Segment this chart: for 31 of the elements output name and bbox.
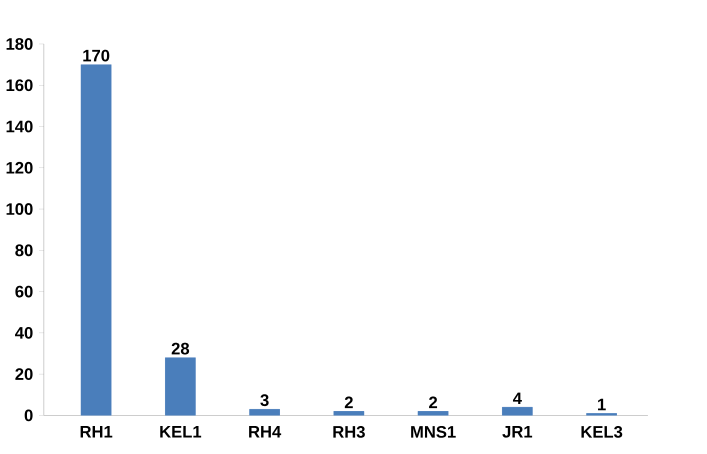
bar: [165, 357, 196, 416]
bar: [80, 64, 112, 416]
y-tick-label: 100: [6, 202, 33, 215]
data-label: 2: [429, 396, 438, 408]
data-label: 170: [83, 49, 110, 62]
data-label: 4: [512, 392, 522, 404]
y-tick-label: 0: [24, 409, 33, 422]
data-label: 28: [172, 342, 190, 354]
bar: [249, 408, 280, 416]
x-tick-label: MNS1: [411, 426, 456, 438]
x-tick-label: RH4: [249, 426, 282, 438]
data-label: 2: [344, 396, 353, 408]
y-tick-label: 40: [15, 326, 33, 339]
y-tick-label: 60: [15, 285, 33, 298]
bar: [502, 406, 533, 416]
data-label: 1: [598, 398, 606, 410]
bar: [418, 410, 448, 416]
x-tick-label: KEL3: [581, 426, 622, 438]
y-tick-label: 120: [6, 162, 33, 174]
y-tick-label: 80: [15, 244, 33, 256]
y-tick-label: 140: [6, 120, 33, 132]
bar: [586, 412, 617, 416]
y-tick-label: 20: [15, 368, 33, 380]
x-tick-label: JR1: [502, 426, 532, 438]
x-tick-label: KEL1: [160, 426, 202, 438]
data-label: 3: [260, 394, 269, 406]
y-tick-label: 160: [6, 79, 33, 91]
bar: [334, 410, 364, 416]
x-tick-label: RH3: [333, 426, 365, 438]
x-tick-label: RH1: [80, 426, 112, 438]
y-tick-label: 180: [6, 38, 33, 50]
